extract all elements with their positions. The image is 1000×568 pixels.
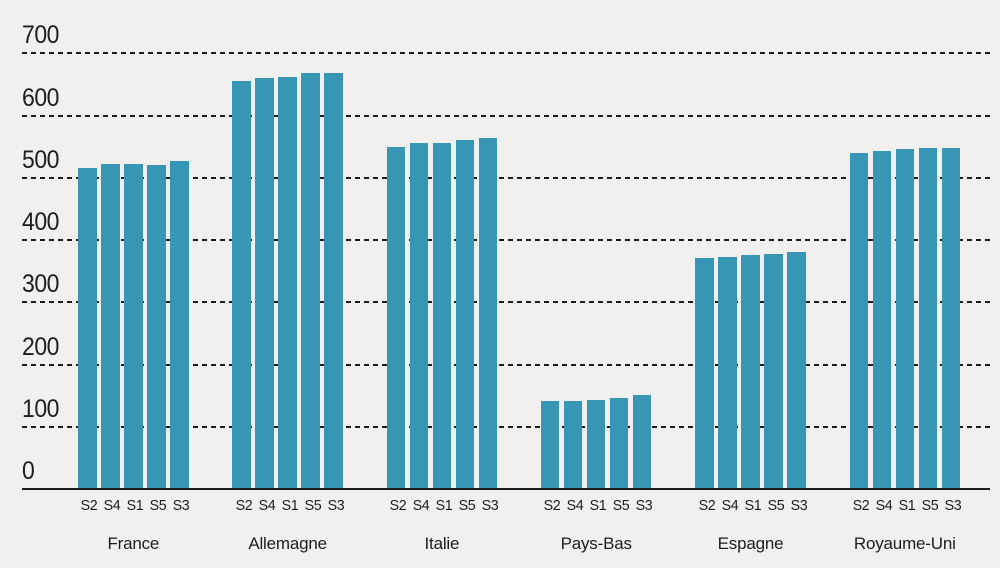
y-tick-label: 400: [22, 208, 60, 237]
bar-Italie-S1: [432, 142, 452, 488]
bar-Espagne-S2: [695, 257, 714, 488]
bar-label: S1: [281, 497, 298, 514]
bar-label: S4: [258, 497, 275, 514]
bar-Italie-S3: [478, 138, 498, 488]
gridline: [22, 239, 990, 242]
bar-label: S4: [566, 497, 584, 514]
bar-label: S2: [80, 497, 98, 514]
bar-Royaume-Uni-S5: [918, 148, 938, 488]
group-label-Royaume-Uni: Royaume-Uni: [853, 534, 956, 553]
bar-Pays-Bas-S3: [632, 395, 652, 488]
bar-label: S3: [635, 497, 653, 514]
bar-Pays-Bas-S1: [586, 400, 606, 488]
bar-label: S5: [921, 497, 939, 514]
bar-label: S4: [412, 497, 430, 514]
bar-label: S2: [698, 497, 715, 514]
bar-Allemagne-S2: [232, 81, 251, 488]
group-label-Pays-Bas: Pays-Bas: [560, 534, 632, 553]
y-tick-label: 0: [22, 457, 35, 485]
x-axis-line: [22, 488, 990, 490]
bar-France-S4: [101, 163, 120, 488]
y-tick-label: 300: [22, 270, 60, 299]
bar-label: S5: [612, 497, 630, 514]
bar-France-S3: [170, 161, 189, 488]
bar-Allemagne-S5: [301, 72, 320, 488]
bar-label: S1: [435, 497, 453, 514]
bar-Espagne-S4: [718, 256, 737, 488]
bar-Royaume-Uni-S3: [941, 147, 961, 488]
bar-label: S4: [103, 497, 121, 514]
bar-label: S1: [126, 497, 144, 514]
bar-Pays-Bas-S4: [563, 400, 583, 488]
bar-Pays-Bas-S5: [609, 398, 629, 488]
y-tick-label: 200: [22, 332, 60, 361]
bar-Allemagne-S1: [278, 76, 297, 488]
bar-France-S1: [124, 163, 143, 488]
bar-Italie-S5: [455, 139, 475, 488]
y-tick-label: 700: [22, 21, 60, 50]
bar-label: S1: [744, 497, 761, 514]
bar-Espagne-S3: [787, 252, 806, 488]
bar-Italie-S2: [386, 146, 406, 488]
group-label-Italie: Italie: [424, 534, 460, 553]
gridline: [22, 114, 990, 117]
bar-Pays-Bas-S2: [540, 400, 560, 488]
bar-Royaume-Uni-S1: [895, 148, 915, 488]
bar-label: S1: [898, 497, 916, 514]
bar-Royaume-Uni-S2: [849, 152, 869, 488]
bar-label: S2: [389, 497, 407, 514]
bar-label: S5: [304, 497, 321, 514]
bar-label: S3: [790, 497, 807, 514]
group-label-France: France: [107, 534, 160, 553]
bar-label: S1: [589, 497, 607, 514]
bar-label: S5: [458, 497, 476, 514]
bar-Allemagne-S3: [324, 72, 343, 488]
y-tick-label: 100: [22, 394, 60, 423]
bar-label: S2: [852, 497, 870, 514]
bar-label: S3: [172, 497, 190, 514]
bar-label: S4: [875, 497, 893, 514]
bar-France-S2: [78, 167, 97, 488]
bar-Allemagne-S4: [255, 77, 274, 488]
y-tick-label: 500: [22, 145, 60, 174]
bar-label: S2: [235, 497, 252, 514]
bar-label: S4: [721, 497, 738, 514]
bar-label: S3: [481, 497, 499, 514]
bar-label: S5: [149, 497, 167, 514]
bar-Espagne-S1: [741, 255, 760, 488]
bar-label: S3: [944, 497, 962, 514]
gridline: [22, 363, 990, 366]
bar-France-S5: [147, 165, 166, 488]
bar-Italie-S4: [409, 143, 429, 488]
group-label-Espagne: Espagne: [717, 534, 784, 553]
gridline: [22, 425, 990, 428]
y-tick-label: 600: [22, 83, 60, 112]
bar-label: S5: [767, 497, 784, 514]
gridline: [22, 52, 990, 55]
bar-label: S2: [543, 497, 561, 514]
gridline: [22, 176, 990, 179]
gridline: [22, 301, 990, 304]
bar-Royaume-Uni-S4: [872, 150, 892, 488]
group-label-Allemagne: Allemagne: [248, 534, 327, 553]
bar-label: S3: [327, 497, 344, 514]
bar-Espagne-S5: [764, 254, 783, 488]
